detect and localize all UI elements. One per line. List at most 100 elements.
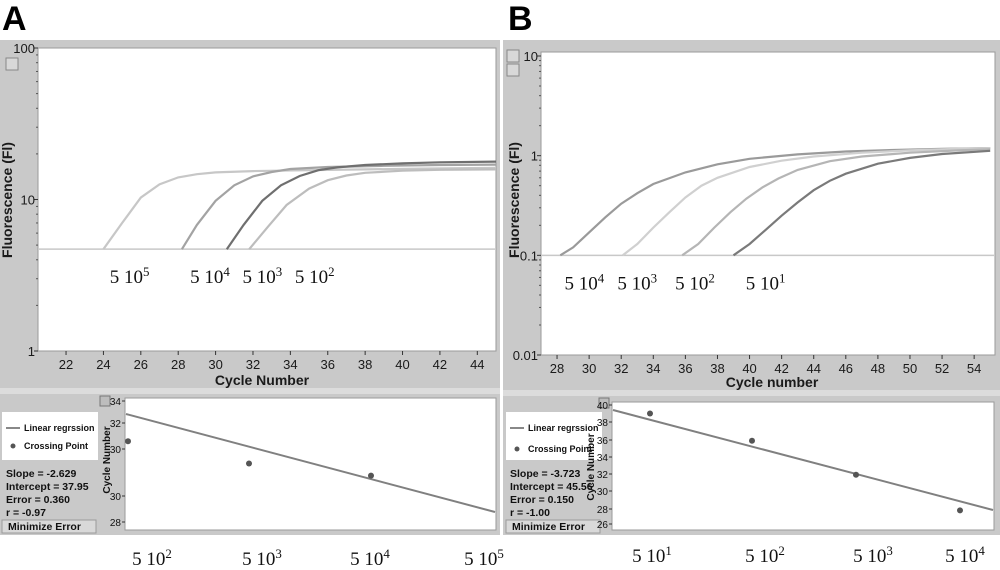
- panel-a-curve-label-2: 5 104: [190, 264, 230, 288]
- panel-b-legend-point: Crossing Point: [528, 444, 592, 454]
- panel-a-legend-line: Linear regrssion: [24, 423, 95, 433]
- panel-b-corner-icon-top[interactable]: [506, 49, 520, 63]
- panel-b-ytick-label: 1: [531, 149, 538, 164]
- panel-b-intercept: Intercept = 45.56: [510, 481, 593, 493]
- panel-b-xtick-label: 42: [774, 361, 788, 376]
- panel-b-std-xlabel-2: 5 102: [745, 543, 785, 567]
- panel-a-curve-label-4: 5 102: [295, 264, 335, 288]
- panel-a-r: r = -0.97: [6, 507, 46, 519]
- panel-a-crossing-point-1: [125, 438, 131, 445]
- panel-b-divider: [503, 390, 1000, 396]
- panel-b-crossing-point-4: [957, 507, 963, 514]
- panel-a-curve-2: [180, 163, 497, 250]
- panel-b-std-ytick-label: 28: [597, 505, 609, 516]
- panel-a-ytick-label: 1: [28, 344, 35, 359]
- panel-b-std-ytick-label: 36: [597, 436, 609, 447]
- panel-a-xtick-label: 34: [283, 357, 297, 372]
- panel-b-xtick-label: 50: [903, 361, 917, 376]
- panel-a-xtick-label: 38: [358, 357, 372, 372]
- panel-b-std-ytick-label: 26: [597, 520, 609, 531]
- panel-a-xtick-label: 40: [395, 357, 409, 372]
- panel-a-std-ylabel: Cycle Number: [102, 426, 113, 493]
- panel-a-std-ytick-label: 32: [110, 419, 122, 430]
- panel-b-minimize-error-button[interactable]: [505, 519, 601, 534]
- panel-a-std-corner-icon[interactable]: [99, 395, 111, 407]
- panel-b-std-plot-area: [611, 401, 995, 531]
- panel-a-curve-3: [225, 160, 497, 250]
- panel-a-curve-label-3: 5 103: [242, 264, 282, 288]
- panel-b-legend-box: [506, 412, 602, 460]
- panel-b-ytick-label: 0.1: [520, 248, 538, 263]
- panel-b-std-ytick-label: 30: [597, 487, 609, 498]
- panel-a-plot-area: [37, 47, 497, 352]
- panel-a-ylabel: Fluorescence (Fl): [0, 142, 15, 258]
- panel-b-legend-line: Linear regrssion: [528, 423, 599, 433]
- panel-b-std-ytick-label: 38: [597, 418, 609, 429]
- panel-b-xtick-label: 36: [678, 361, 692, 376]
- panel-b-std-corner-icon[interactable]: [598, 397, 610, 409]
- panel-b-crossing-point-1: [647, 410, 653, 417]
- panel-b-xlabel: Cycle number: [726, 374, 819, 390]
- panel-b-xtick-label: 38: [710, 361, 724, 376]
- panel-b-minimize-error-label: Minimize Error: [512, 521, 585, 533]
- panel-b-curve-label-3: 5 102: [675, 270, 715, 294]
- panel-a-amplification-layer: 1 10 100 22 24 26 28 30 32 34 36 38 40 42 44 5 105 5 104…: [13, 41, 497, 372]
- panel-b-corner-icon[interactable]: [506, 63, 520, 77]
- panel-b-xtick-label: 48: [871, 361, 885, 376]
- panel-b-crossing-point-3: [853, 471, 859, 478]
- panel-b-std-ytick-label: 40: [597, 401, 609, 412]
- panel-a-xtick-label: 22: [59, 357, 73, 372]
- panel-b-curve-label-1: 5 104: [564, 270, 604, 294]
- panel-a-crossing-point-2: [246, 460, 252, 467]
- panel-a-ytick-label: 100: [13, 41, 35, 56]
- panel-a-xtick-label: 44: [470, 357, 484, 372]
- panel-b-slope: Slope = -3.723: [510, 468, 580, 480]
- panel-a-legend-point: Crossing Point: [24, 441, 88, 451]
- panel-a-xtick-label: 30: [208, 357, 222, 372]
- panel-b-legend-point-swatch: [514, 446, 520, 452]
- panel-a-legend-point-swatch: [10, 443, 16, 449]
- panel-b-ylabel: Fluorescence (Fl): [506, 142, 522, 258]
- panel-b-amplification-layer: 0.01 0.1 1 10 28 30 32 34 36 38 40 42 44 46 48 50 52 54 5 …: [513, 49, 994, 376]
- panel-a-xtick-label: 32: [246, 357, 260, 372]
- panel-a-xtick-label: 26: [134, 357, 148, 372]
- panel-a-std-xlabel-3: 5 104: [350, 546, 390, 570]
- panel-b-std-ytick-label: 32: [597, 470, 609, 481]
- panel-b-regression-line: [612, 409, 994, 511]
- panel-a-crossing-point-3: [368, 472, 374, 479]
- panel-a-xtick-label: 42: [433, 357, 447, 372]
- panel-b-std-ylabel: Cycle Number: [586, 433, 597, 500]
- panel-b-xtick-label: 54: [967, 361, 981, 376]
- panel-a-std-xlabel-4: 5 105: [464, 546, 504, 570]
- panel-a-curve-4: [248, 168, 497, 250]
- panel-b-curve-label-4: 5 101: [746, 270, 786, 294]
- panel-a-corner-icon[interactable]: [5, 57, 19, 71]
- panel-b-curve-2: [622, 147, 991, 257]
- panel-b-curve-4: [732, 149, 991, 257]
- panel-a-std-ytick-label: 34: [110, 397, 122, 408]
- panel-a-legend-box: [2, 412, 98, 460]
- panel-b-std-xlabel-4: 5 104: [945, 543, 985, 567]
- panel-b-ytick-label: 10: [524, 49, 538, 64]
- panel-a-xtick-label: 28: [171, 357, 185, 372]
- panel-a-xlabel: Cycle Number: [215, 372, 310, 388]
- panel-b-curve-1: [559, 147, 991, 257]
- panel-b-crossing-point-2: [749, 437, 755, 444]
- panel-a-minimize-error-button[interactable]: [1, 519, 97, 534]
- panel-b-curve-3: [681, 148, 991, 257]
- panel-a-slope: Slope = -2.629: [6, 468, 76, 480]
- panel-b-xtick-label: 34: [646, 361, 660, 376]
- panel-b-std-ytick-label: 34: [597, 453, 609, 464]
- panel-a-std-ytick-label: 30: [110, 445, 122, 456]
- panel-letter-a: A: [2, 0, 27, 38]
- panel-b-xtick-label: 46: [839, 361, 853, 376]
- panel-b-xtick-label: 28: [550, 361, 564, 376]
- panel-a-xtick-label: 36: [321, 357, 335, 372]
- panel-a-curve-label-1: 5 105: [110, 264, 150, 288]
- panel-b-ytick-label: 0.01: [513, 348, 538, 363]
- panel-b-plot-area: [540, 51, 996, 356]
- panel-a-regression-line: [125, 413, 496, 513]
- panel-b-std-xlabel-1: 5 101: [632, 543, 672, 567]
- panel-a-std-ytick-label: 30: [110, 492, 122, 503]
